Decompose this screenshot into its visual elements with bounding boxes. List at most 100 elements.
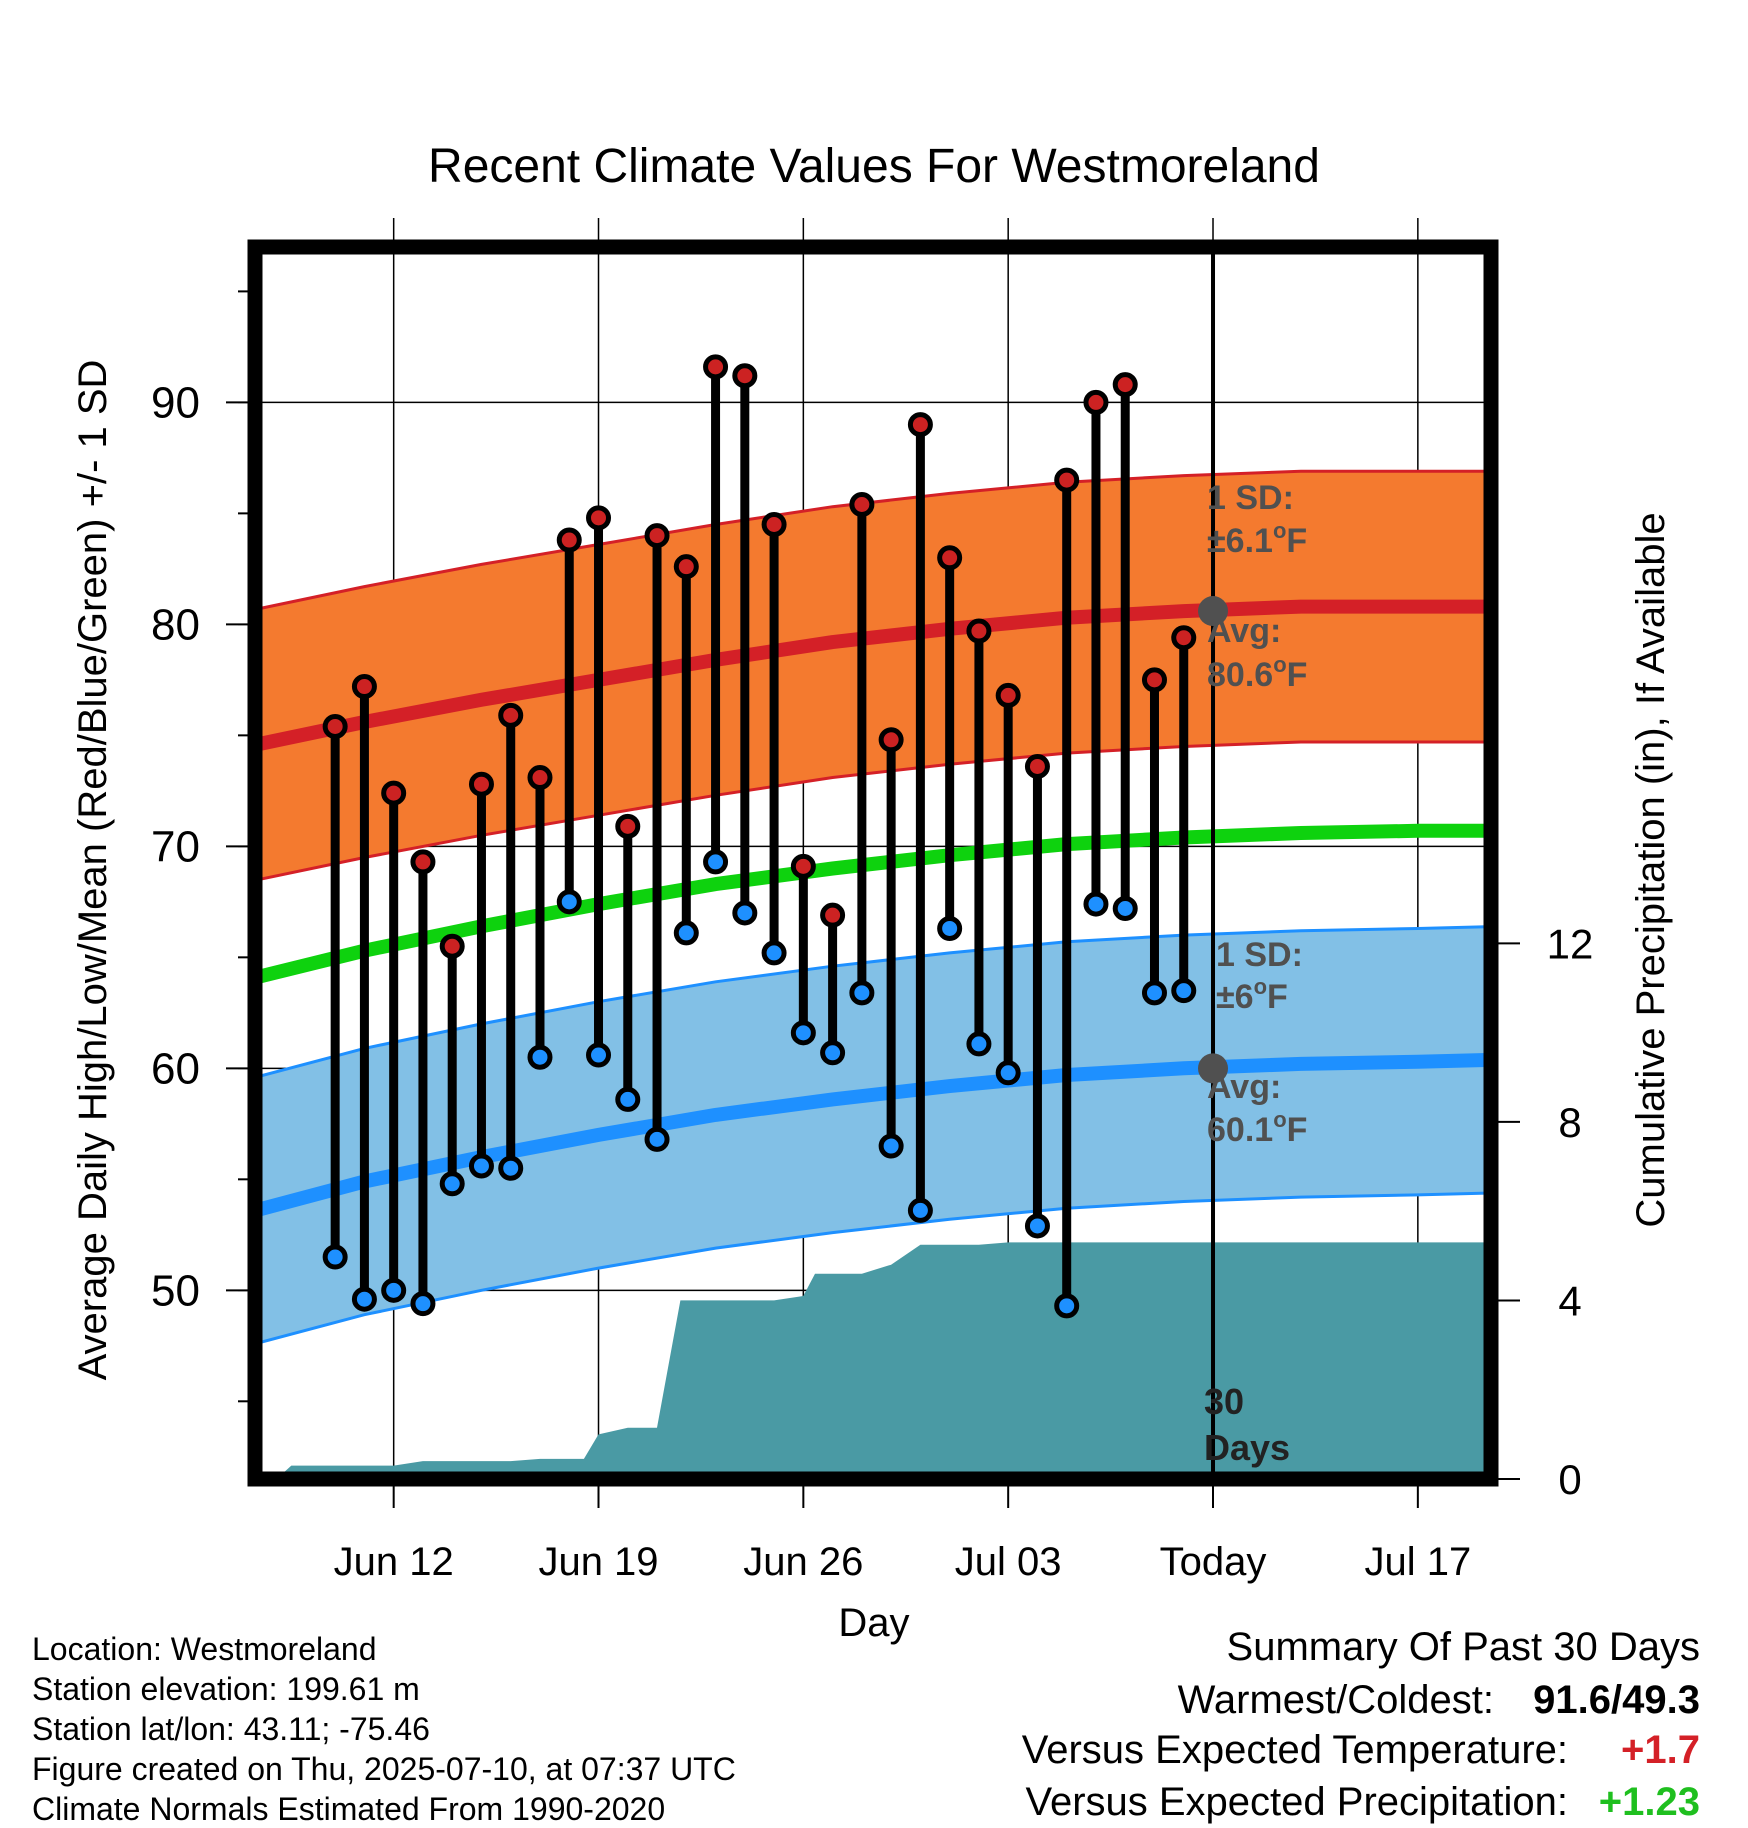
daily-low-dot xyxy=(1024,1213,1050,1239)
climate-normals-period: Climate Normals Estimated From 1990-2020 xyxy=(32,1791,665,1827)
y-right-tick-label: 0 xyxy=(1558,1456,1581,1503)
daily-low-dot xyxy=(820,1040,846,1066)
daily-low-dot xyxy=(615,1086,641,1112)
daily-high-dot xyxy=(820,902,846,928)
daily-high-dot xyxy=(761,511,787,537)
precip-vs-expected-value: +1.23 xyxy=(1599,1780,1700,1824)
daily-high-dot xyxy=(586,505,612,531)
summary-box: Summary Of Past 30 Days Warmest/Coldest:… xyxy=(1022,1625,1700,1824)
low-sd-value-number: ±6 xyxy=(1216,978,1254,1016)
warmest-coldest-value: 91.6/49.3 xyxy=(1533,1678,1700,1722)
degree-sign: o xyxy=(1273,1107,1286,1132)
daily-value-dots xyxy=(322,354,1197,1319)
temp-vs-expected-value: +1.7 xyxy=(1621,1728,1700,1772)
daily-low-dot xyxy=(703,849,729,875)
plot-frame xyxy=(247,239,1499,1487)
daily-low-dot xyxy=(1054,1293,1080,1319)
daily-low-dot xyxy=(439,1171,465,1197)
high-band-upper-edge xyxy=(262,469,1491,610)
daily-low-dot xyxy=(907,1197,933,1223)
high-avg-value-number: 80.6 xyxy=(1207,656,1273,694)
station-info: Location: Westmoreland Station elevation… xyxy=(32,1631,736,1827)
daily-high-dot xyxy=(439,933,465,959)
precipitation-area xyxy=(262,1242,1491,1479)
daily-high-dot xyxy=(995,682,1021,708)
degree-unit: F xyxy=(1287,1111,1308,1149)
low-normal-today-dot xyxy=(1198,1053,1229,1084)
daily-low-dot xyxy=(849,980,875,1006)
daily-high-dot xyxy=(381,780,407,806)
y-left-tick-label: 80 xyxy=(151,600,200,649)
degree-unit: F xyxy=(1287,656,1308,694)
daily-high-dot xyxy=(673,554,699,580)
daily-high-dot xyxy=(410,849,436,875)
x-tick-label: Jun 12 xyxy=(334,1540,454,1584)
daily-low-dot xyxy=(966,1031,992,1057)
daily-high-dot xyxy=(1141,667,1167,693)
x-tick-label: Jun 19 xyxy=(538,1540,658,1584)
low-avg-value-number: 60.1 xyxy=(1207,1111,1273,1149)
daily-high-dot xyxy=(878,727,904,753)
x-tick-label: Jul 03 xyxy=(955,1540,1062,1584)
daily-low-dot xyxy=(761,940,787,966)
y-left-tick-label: 60 xyxy=(151,1044,200,1093)
daily-low-dot xyxy=(586,1042,612,1068)
daily-high-dot xyxy=(468,771,494,797)
today-days-label: Days xyxy=(1204,1427,1290,1468)
degree-sign: o xyxy=(1273,518,1286,543)
degree-sign: o xyxy=(1273,652,1286,677)
y-axis-right-label: Cumulative Precipitation (in), If Availa… xyxy=(1629,512,1673,1227)
daily-low-dot xyxy=(556,889,582,915)
plot-area xyxy=(262,247,1491,1479)
daily-low-dot xyxy=(673,920,699,946)
daily-high-dot xyxy=(351,674,377,700)
daily-high-dot xyxy=(644,523,670,549)
daily-high-dot xyxy=(1171,625,1197,651)
figure-created: Figure created on Thu, 2025-07-10, at 07… xyxy=(32,1751,736,1787)
y-right-tick-label: 12 xyxy=(1547,920,1594,967)
high-normal-today-dot xyxy=(1198,596,1229,627)
daily-high-dot xyxy=(849,491,875,517)
high-sd-value-number: ±6.1 xyxy=(1207,522,1273,560)
warmest-coldest-label: Warmest/Coldest: xyxy=(1178,1678,1494,1722)
daily-low-dot xyxy=(790,1020,816,1046)
daily-low-dot xyxy=(1083,891,1109,917)
daily-high-dot xyxy=(1083,389,1109,415)
daily-high-dot xyxy=(703,354,729,380)
daily-high-dot xyxy=(907,412,933,438)
daily-high-dot xyxy=(937,545,963,571)
precip-vs-expected-label: Versus Expected Precipitation: xyxy=(1025,1780,1568,1824)
daily-low-dot xyxy=(351,1286,377,1312)
daily-low-dot xyxy=(410,1291,436,1317)
daily-low-dot xyxy=(468,1153,494,1179)
temp-vs-expected-label: Versus Expected Temperature: xyxy=(1022,1728,1568,1772)
x-axis-label: Day xyxy=(838,1601,909,1645)
high-band xyxy=(262,471,1491,879)
low-sd-value: ±6oF xyxy=(1216,974,1288,1016)
daily-low-dot xyxy=(322,1244,348,1270)
daily-low-dot xyxy=(498,1155,524,1181)
y-left-tick-label: 70 xyxy=(151,822,200,871)
daily-high-dot xyxy=(556,527,582,553)
y-axis-left-label: Average Daily High/Low/Mean (Red/Blue/Gr… xyxy=(71,360,115,1381)
daily-low-dot xyxy=(527,1044,553,1070)
daily-low-dot xyxy=(732,900,758,926)
x-tick-label: Jun 26 xyxy=(743,1540,863,1584)
daily-low-dot xyxy=(381,1277,407,1303)
today-days-count: 30 xyxy=(1204,1381,1244,1422)
daily-high-dot xyxy=(498,702,524,728)
daily-low-dot xyxy=(995,1060,1021,1086)
daily-high-dot xyxy=(966,618,992,644)
low-band-lower-edge xyxy=(262,1191,1491,1344)
daily-high-dot xyxy=(732,363,758,389)
axes: Jun 12 Jun 19 Jun 26 Jul 03 Today Jul 17 50 60 7… xyxy=(151,290,1594,1584)
daily-high-dot xyxy=(527,765,553,791)
y-left-tick-label: 50 xyxy=(151,1266,200,1315)
low-avg-value: 60.1oF xyxy=(1207,1107,1307,1149)
summary-heading: Summary Of Past 30 Days xyxy=(1227,1625,1700,1669)
precipitation-layer xyxy=(262,1242,1491,1479)
daily-low-dot xyxy=(1141,980,1167,1006)
daily-high-dot xyxy=(1054,467,1080,493)
